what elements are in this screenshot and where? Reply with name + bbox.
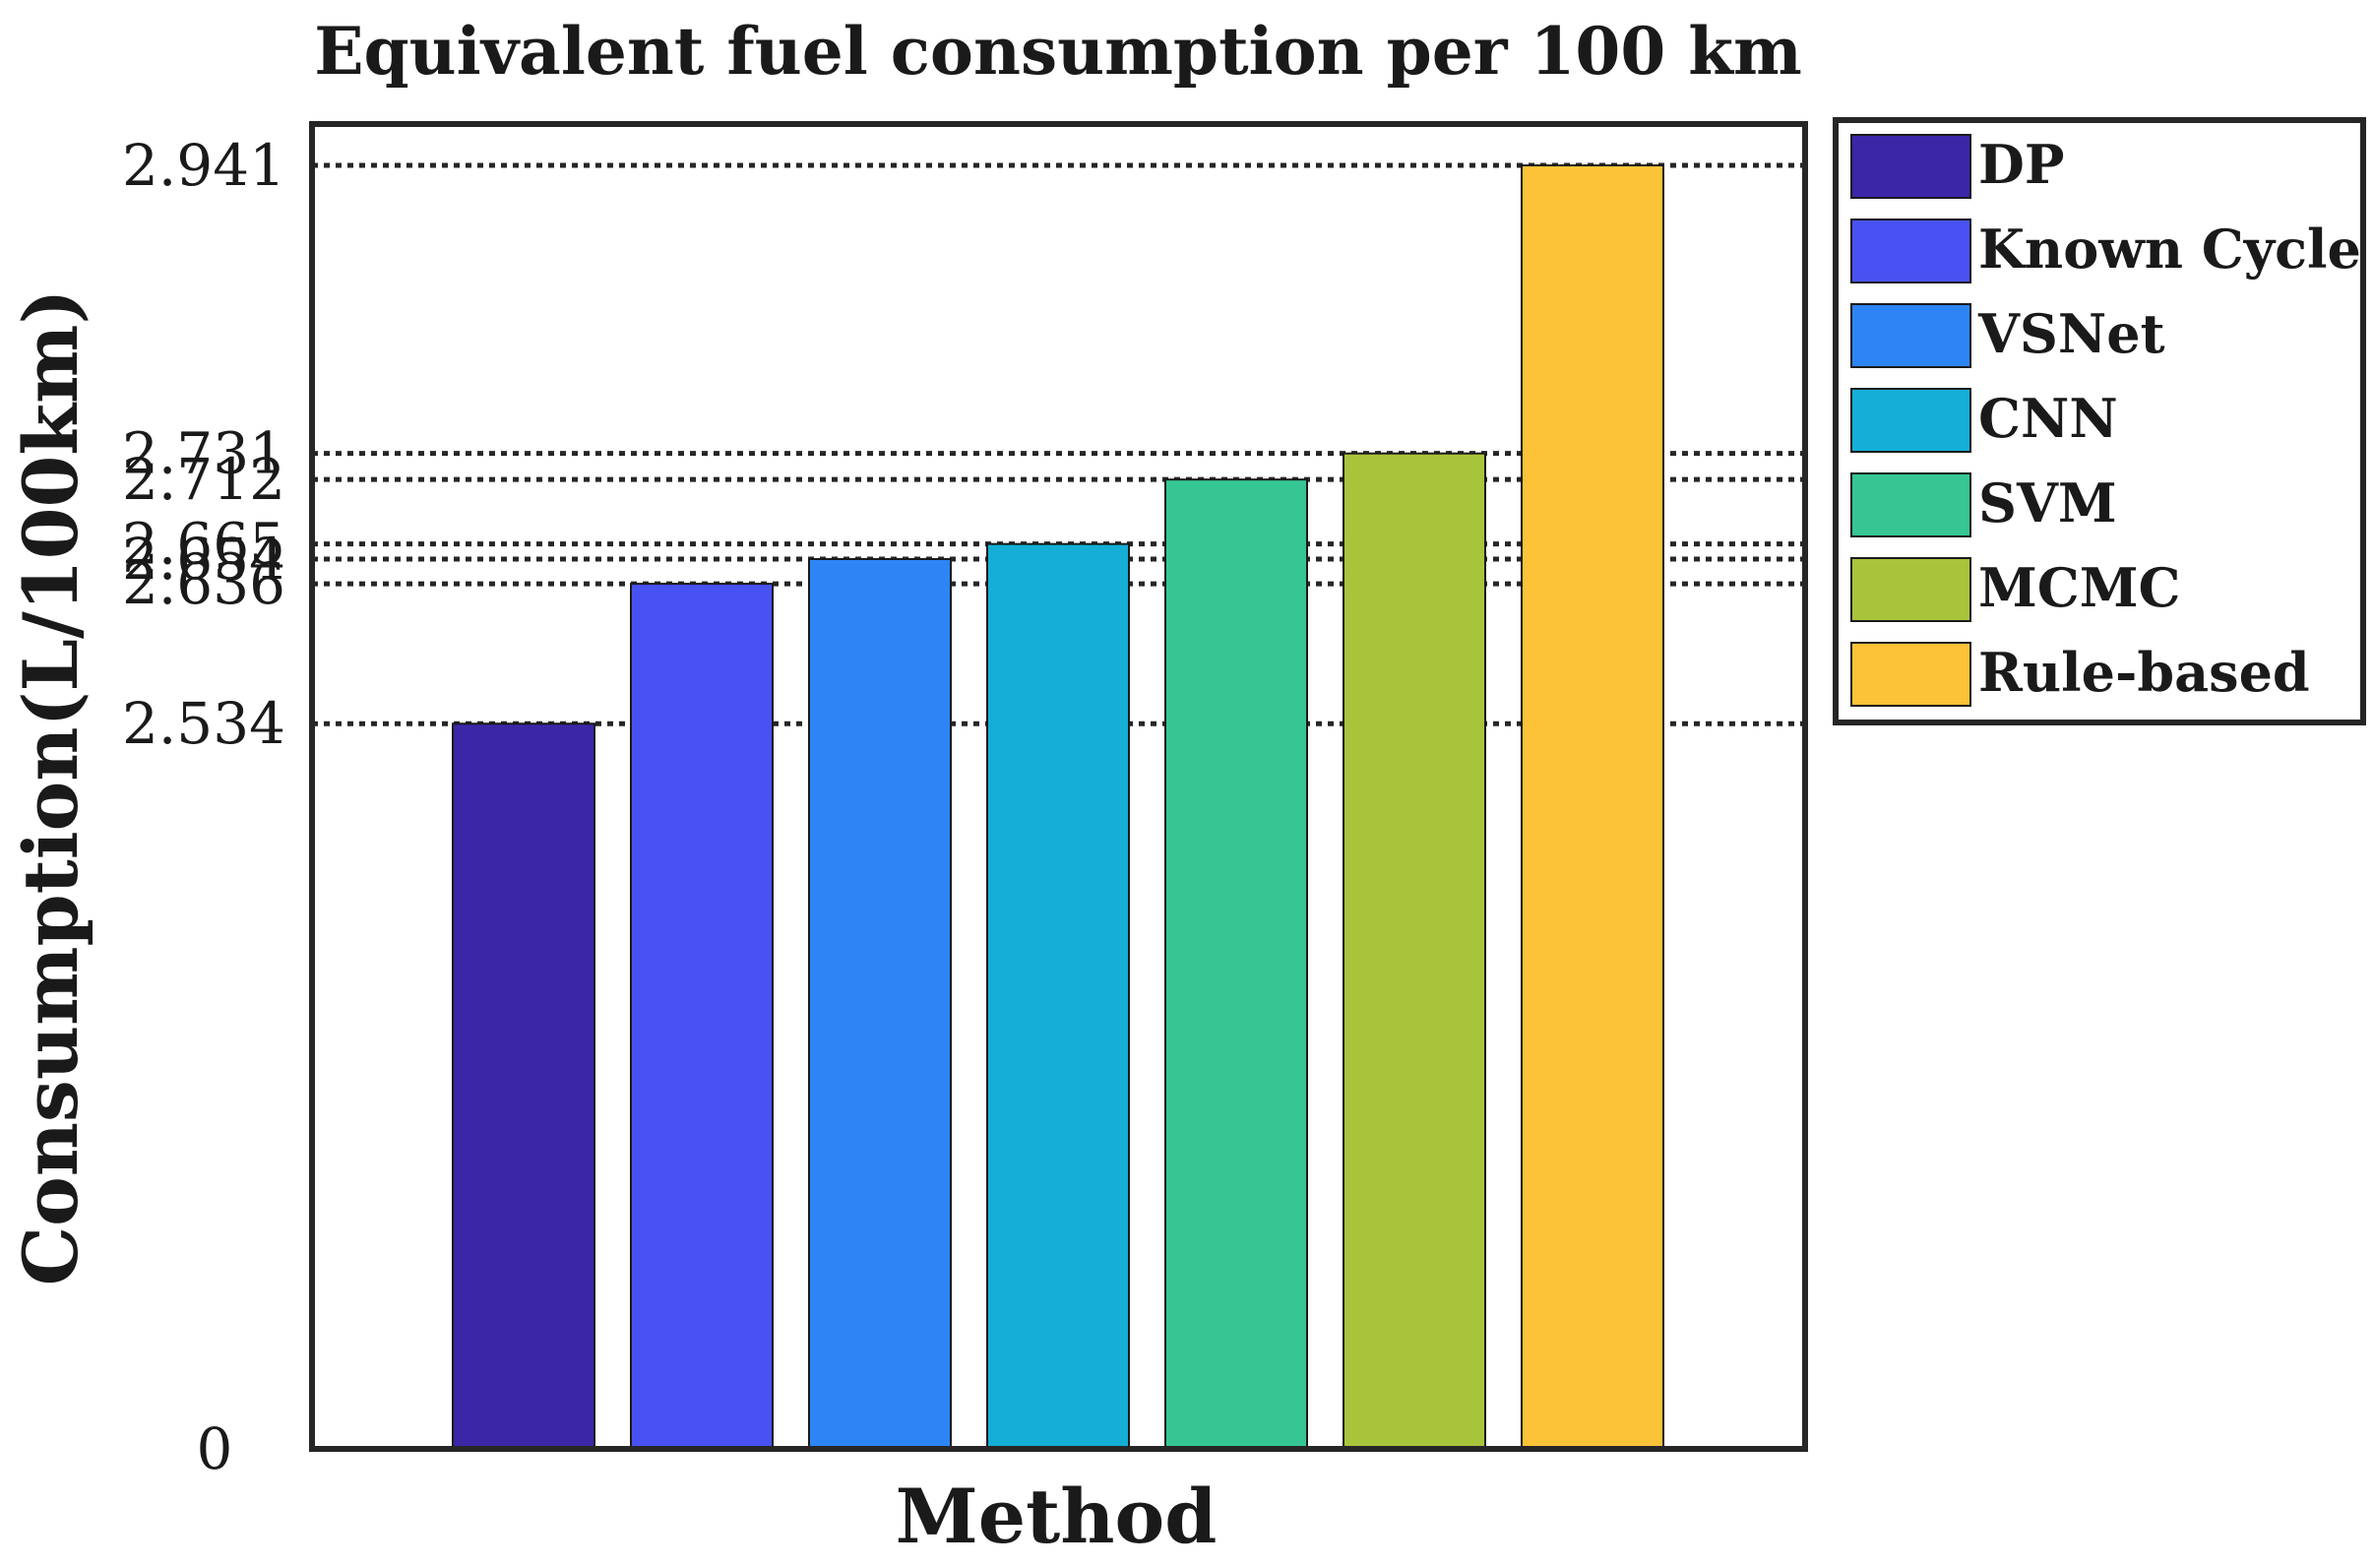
bar-vsnet — [808, 557, 952, 1450]
y-tick-label: 2.665 — [122, 511, 285, 578]
y-tick-label: 2.534 — [122, 690, 285, 757]
y-tick-label: 2.712 — [122, 446, 285, 513]
legend-swatch — [1850, 472, 1971, 537]
legend-label: SVM — [1978, 471, 2117, 534]
bar-dp — [452, 722, 595, 1450]
plot-frame — [309, 121, 1808, 1452]
bar-cnn — [986, 542, 1130, 1450]
legend-swatch — [1850, 303, 1971, 368]
legend-swatch — [1850, 557, 1971, 622]
legend-label: VSNet — [1977, 302, 2165, 365]
legend-swatch — [1850, 134, 1971, 199]
y-tick-label: 2.654 — [122, 526, 285, 593]
legend-label: Rule-based — [1978, 641, 2310, 704]
y-tick-label: 2.636 — [122, 550, 285, 617]
legend-label: MCMC — [1978, 556, 2181, 619]
legend-swatch — [1850, 388, 1971, 453]
y-tick-label: 2.941 — [122, 132, 285, 199]
bar-mcmc — [1343, 452, 1486, 1450]
x-axis-label: Method — [896, 1473, 1218, 1560]
legend-swatch — [1850, 642, 1971, 707]
legend-swatch — [1850, 219, 1971, 283]
y-axis-label: Consumption(L/100km) — [7, 289, 94, 1286]
bar-svm — [1164, 478, 1308, 1450]
legend-label: Known Cycle — [1978, 218, 2361, 281]
legend: DP Known Cycle VSNet CNN SVM MCMC Rule-based — [1833, 117, 2366, 725]
bar-known-cycle — [630, 583, 774, 1450]
y-tick-label: 2.731 — [122, 420, 285, 487]
legend-label: DP — [1978, 133, 2064, 196]
chart-title: Equivalent fuel consumption per 100 km — [314, 13, 1802, 90]
y-tick-label: 0 — [197, 1415, 233, 1482]
legend-label: CNN — [1978, 387, 2118, 450]
bar-rule-based — [1521, 164, 1664, 1450]
